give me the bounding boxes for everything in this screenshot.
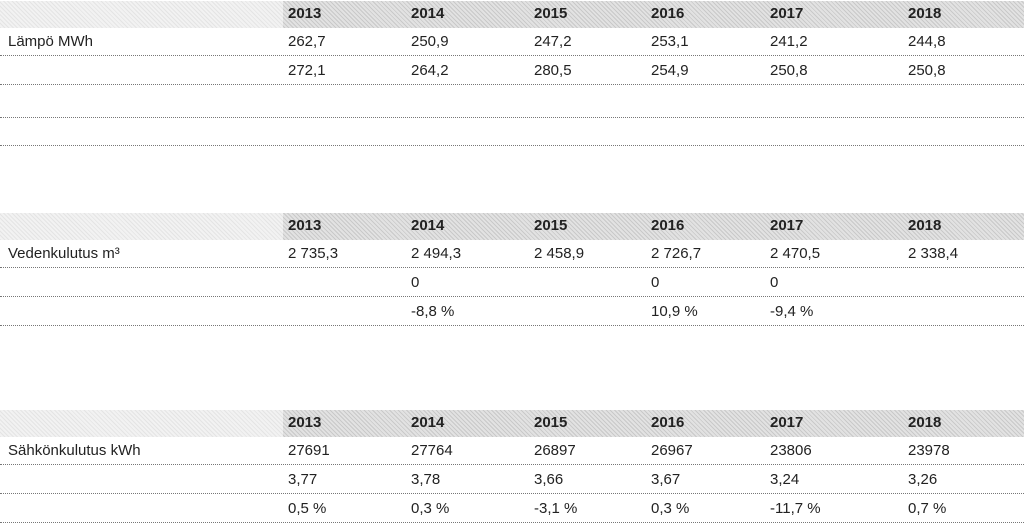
header-cell: 2018 xyxy=(908,217,942,234)
cell: 23806 xyxy=(770,442,812,459)
cell: 0,7 % xyxy=(908,500,947,517)
header-cell: 2015 xyxy=(534,5,568,22)
cell: 250,9 xyxy=(411,33,449,50)
cell: 253,1 xyxy=(651,33,689,50)
row-rule xyxy=(0,522,1024,523)
cell: 10,9 % xyxy=(651,303,698,320)
header-cell: 2015 xyxy=(534,414,568,431)
header-band-left xyxy=(0,410,283,437)
header-cell: 2017 xyxy=(770,414,804,431)
header-cell: 2017 xyxy=(770,217,804,234)
cell: 272,1 xyxy=(288,62,326,79)
cell: 23978 xyxy=(908,442,950,459)
cell: -8,8 % xyxy=(411,303,455,320)
row-rule xyxy=(0,84,1024,85)
cell: -9,4 % xyxy=(770,303,814,320)
cell: 0 xyxy=(411,274,420,291)
row-rule xyxy=(0,493,1024,494)
cell: 26967 xyxy=(651,442,693,459)
header-cell: 2016 xyxy=(651,414,685,431)
header-cell: 2014 xyxy=(411,414,445,431)
cell: 264,2 xyxy=(411,62,449,79)
cell: 262,7 xyxy=(288,33,326,50)
cell: 2 735,3 xyxy=(288,245,339,262)
row-rule xyxy=(0,145,1024,146)
cell: 250,8 xyxy=(908,62,946,79)
cell: 250,8 xyxy=(770,62,808,79)
header-cell: 2014 xyxy=(411,217,445,234)
cell: 0 xyxy=(770,274,779,291)
header-cell: 2015 xyxy=(534,217,568,234)
cell: 3,78 xyxy=(411,471,441,488)
cell: 3,77 xyxy=(288,471,318,488)
cell: 244,8 xyxy=(908,33,946,50)
header-cell: 2017 xyxy=(770,5,804,22)
header-cell: 2014 xyxy=(411,5,445,22)
header-cell: 2018 xyxy=(908,414,942,431)
row-rule xyxy=(0,55,1024,56)
cell: 27764 xyxy=(411,442,453,459)
cell: 27691 xyxy=(288,442,330,459)
header-band-left xyxy=(0,1,283,28)
cell: -3,1 % xyxy=(534,500,578,517)
row-rule xyxy=(0,325,1024,326)
cell: 0,3 % xyxy=(651,500,690,517)
row-rule xyxy=(0,296,1024,297)
row-label: Lämpö MWh xyxy=(8,33,94,50)
cell: 3,66 xyxy=(534,471,564,488)
cell: 3,24 xyxy=(770,471,800,488)
row-rule xyxy=(0,464,1024,465)
cell: 2 338,4 xyxy=(908,245,959,262)
cell: 247,2 xyxy=(534,33,572,50)
header-cell: 2013 xyxy=(288,217,322,234)
cell: 280,5 xyxy=(534,62,572,79)
cell: 2 470,5 xyxy=(770,245,821,262)
row-label: Sähkönkulutus kWh xyxy=(8,442,141,459)
cell: 2 458,9 xyxy=(534,245,585,262)
row-label: Vedenkulutus m³ xyxy=(8,245,120,262)
cell: 2 726,7 xyxy=(651,245,702,262)
cell: 0,3 % xyxy=(411,500,450,517)
header-cell: 2018 xyxy=(908,5,942,22)
cell: -11,7 % xyxy=(770,500,821,517)
cell: 0,5 % xyxy=(288,500,327,517)
header-band-left xyxy=(0,213,283,240)
row-rule xyxy=(0,267,1024,268)
header-cell: 2013 xyxy=(288,5,322,22)
cell: 3,26 xyxy=(908,471,938,488)
header-cell: 2016 xyxy=(651,5,685,22)
cell: 0 xyxy=(651,274,660,291)
header-cell: 2016 xyxy=(651,217,685,234)
cell: 254,9 xyxy=(651,62,689,79)
row-rule xyxy=(0,117,1024,118)
cell: 241,2 xyxy=(770,33,808,50)
cell: 2 494,3 xyxy=(411,245,462,262)
header-cell: 2013 xyxy=(288,414,322,431)
cell: 26897 xyxy=(534,442,576,459)
cell: 3,67 xyxy=(651,471,681,488)
